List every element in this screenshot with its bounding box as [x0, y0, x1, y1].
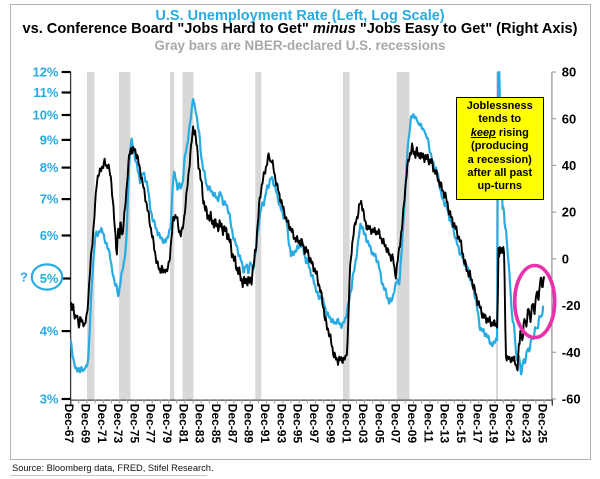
- svg-text:10%: 10%: [32, 108, 58, 123]
- svg-text:11%: 11%: [33, 85, 59, 100]
- svg-text:-60: -60: [562, 392, 581, 407]
- svg-text:Dec-89: Dec-89: [242, 404, 256, 444]
- svg-text:5%: 5%: [40, 271, 59, 286]
- svg-text:Dec-21: Dec-21: [503, 404, 517, 444]
- svg-text:Dec-17: Dec-17: [470, 404, 484, 444]
- svg-text:Dec-25: Dec-25: [536, 404, 550, 444]
- svg-text:80: 80: [562, 65, 576, 80]
- svg-text:6%: 6%: [40, 228, 59, 243]
- svg-text:Dec-73: Dec-73: [111, 404, 125, 444]
- svg-text:Dec-13: Dec-13: [438, 404, 452, 444]
- svg-text:Dec-19: Dec-19: [487, 404, 501, 444]
- svg-text:-40: -40: [562, 345, 581, 360]
- svg-text:Dec-15: Dec-15: [454, 404, 468, 444]
- svg-text:Dec-69: Dec-69: [78, 404, 92, 444]
- svg-text:Dec-09: Dec-09: [405, 404, 419, 444]
- svg-text:Dec-23: Dec-23: [519, 404, 533, 444]
- svg-text:Dec-87: Dec-87: [225, 404, 239, 444]
- svg-text:Dec-93: Dec-93: [274, 404, 288, 444]
- svg-text:Dec-77: Dec-77: [144, 404, 158, 444]
- svg-text:Dec-91: Dec-91: [258, 404, 272, 444]
- svg-text:?: ?: [20, 270, 28, 285]
- svg-text:Dec-79: Dec-79: [160, 404, 174, 444]
- svg-text:4%: 4%: [40, 324, 59, 339]
- svg-text:Dec-81: Dec-81: [176, 404, 190, 444]
- svg-text:8%: 8%: [40, 160, 59, 175]
- svg-text:Dec-75: Dec-75: [127, 404, 141, 444]
- svg-text:Dec-95: Dec-95: [291, 404, 305, 444]
- svg-text:40: 40: [562, 158, 576, 173]
- svg-text:Dec-01: Dec-01: [340, 404, 354, 444]
- svg-text:7%: 7%: [40, 192, 59, 207]
- svg-text:-20: -20: [562, 298, 581, 313]
- svg-text:60: 60: [562, 111, 576, 126]
- svg-text:Dec-83: Dec-83: [193, 404, 207, 444]
- svg-text:Dec-99: Dec-99: [323, 404, 337, 444]
- svg-text:Dec-03: Dec-03: [356, 404, 370, 444]
- svg-text:Dec-97: Dec-97: [307, 404, 321, 444]
- svg-text:12%: 12%: [32, 65, 58, 80]
- svg-text:3%: 3%: [40, 392, 59, 407]
- svg-text:9%: 9%: [40, 133, 59, 148]
- svg-text:20: 20: [562, 205, 576, 220]
- svg-text:Dec-05: Dec-05: [372, 404, 386, 444]
- svg-text:Dec-85: Dec-85: [209, 404, 223, 444]
- svg-text:Dec-07: Dec-07: [389, 404, 403, 444]
- svg-text:Dec-71: Dec-71: [95, 404, 109, 444]
- svg-text:Dec-67: Dec-67: [62, 404, 76, 444]
- svg-text:0: 0: [562, 252, 569, 267]
- svg-text:Dec-11: Dec-11: [421, 404, 435, 443]
